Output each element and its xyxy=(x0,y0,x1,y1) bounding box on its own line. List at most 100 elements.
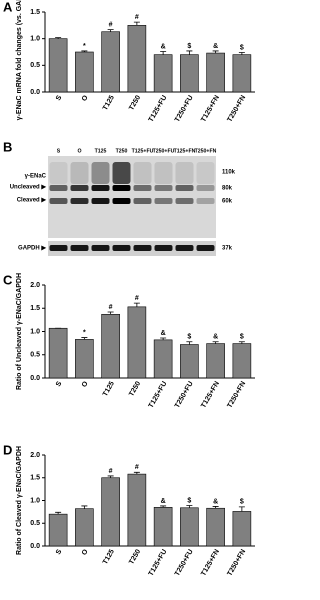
bar xyxy=(153,54,173,93)
smear xyxy=(196,162,215,184)
cleaved-band xyxy=(49,198,68,204)
x-tick-label: T125+FU xyxy=(148,548,169,577)
bar xyxy=(48,327,68,379)
y-tick-label: 1.5 xyxy=(30,305,40,312)
error-bar xyxy=(238,52,245,55)
mw-marker: 110k xyxy=(222,170,236,176)
bar xyxy=(75,51,94,93)
significance-mark: $ xyxy=(240,334,244,341)
y-tick-label: 1.5 xyxy=(30,9,40,16)
error-bar xyxy=(186,341,193,345)
cleaved-band xyxy=(112,198,131,204)
bar xyxy=(101,313,120,379)
y-tick-label: 1.0 xyxy=(30,328,40,335)
x-tick-label: S xyxy=(55,548,64,556)
x-tick-label: T125+FU xyxy=(148,380,169,409)
y-tick-label: 0.5 xyxy=(30,62,40,69)
lane-label: T250 xyxy=(116,148,128,154)
x-tick-label: T250+FU xyxy=(174,380,195,409)
x-tick-label: O xyxy=(81,548,90,557)
blot-row-label: γ-ENaC xyxy=(25,174,47,180)
bar xyxy=(180,344,199,379)
error-bar xyxy=(55,37,62,39)
x-tick-label: T250 xyxy=(128,380,142,397)
cleaved-band xyxy=(175,198,194,204)
significance-mark: $ xyxy=(187,497,191,504)
significance-mark: $ xyxy=(240,44,244,51)
mw-marker: 37k xyxy=(222,246,233,252)
significance-mark: & xyxy=(213,43,218,50)
x-tick-label: T250+FN xyxy=(226,380,247,409)
bar xyxy=(232,343,252,379)
bar xyxy=(48,513,68,547)
error-bar xyxy=(81,505,88,509)
x-tick-label: T250+FN xyxy=(226,94,247,123)
error-bar xyxy=(133,471,140,475)
y-tick-label: 0.0 xyxy=(30,543,40,550)
smear xyxy=(112,162,131,184)
uncleaved-band xyxy=(154,185,173,191)
error-bar xyxy=(238,506,245,512)
gapdh-band xyxy=(70,245,89,251)
error-bar xyxy=(212,341,219,344)
panel-letter: B xyxy=(3,139,12,154)
gapdh-band xyxy=(49,245,68,251)
significance-mark: * xyxy=(83,43,86,50)
significance-mark: # xyxy=(135,295,139,302)
uncleaved-band xyxy=(112,185,131,191)
y-tick-label: 0.5 xyxy=(30,352,40,359)
significance-mark: & xyxy=(161,43,166,50)
panel-letter: A xyxy=(3,0,13,14)
significance-mark: # xyxy=(135,464,139,471)
uncleaved-band xyxy=(70,185,89,191)
smear xyxy=(154,162,173,184)
blot-row-label: Cleaved ▶ xyxy=(17,197,47,204)
figure: B S O T125 T250 T125+FU T250+FU T125+FN T250+FNγ… xyxy=(3,0,255,577)
error-bar xyxy=(212,50,219,54)
x-tick-label: T250+FN xyxy=(226,548,247,577)
significance-mark: & xyxy=(213,498,218,505)
blot-row-label: GAPDH ▶ xyxy=(18,245,46,252)
uncleaved-band xyxy=(133,185,152,191)
x-tick-label: S xyxy=(55,94,64,102)
cleaved-band xyxy=(154,198,173,204)
error-bar xyxy=(133,302,140,307)
error-bar xyxy=(81,337,88,340)
blot-row-label: Uncleaved ▶ xyxy=(10,184,47,191)
lane-label: T250+FU xyxy=(153,148,175,154)
lane-label: T125+FU xyxy=(132,148,154,154)
bar xyxy=(75,508,94,547)
x-tick-label: S xyxy=(55,380,64,388)
y-tick-label: 1.5 xyxy=(30,475,40,482)
bar xyxy=(180,54,199,93)
error-bar xyxy=(133,21,140,26)
blot-panel: B S O T125 T250 T125+FU T250+FU T125+FN T250+FN γ… xyxy=(3,139,236,256)
uncleaved-band xyxy=(91,185,110,191)
bar xyxy=(127,25,147,93)
significance-mark: * xyxy=(83,329,86,336)
significance-mark: & xyxy=(161,498,166,505)
lane-label: O xyxy=(77,148,81,154)
x-tick-label: T250 xyxy=(128,548,142,565)
y-tick-label: 1.0 xyxy=(30,497,40,504)
lane-label: S xyxy=(57,148,61,154)
gapdh-band xyxy=(196,245,215,251)
x-tick-label: T125 xyxy=(102,380,116,397)
error-bar xyxy=(160,51,167,55)
x-tick-label: T125+FN xyxy=(200,380,221,409)
cleaved-band xyxy=(70,198,89,204)
lane-label: T125+FN xyxy=(174,148,196,154)
bar xyxy=(127,306,147,379)
significance-mark: $ xyxy=(187,43,191,50)
smear xyxy=(175,162,194,184)
cleaved-band xyxy=(91,198,110,204)
y-tick-label: 2.0 xyxy=(30,452,40,459)
error-bar xyxy=(160,505,167,508)
bar xyxy=(101,31,120,93)
smear xyxy=(133,162,152,184)
gapdh-band xyxy=(112,245,131,251)
y-axis-label: Ratio of Cleaved γ-ENaC/GAPDH xyxy=(16,446,23,555)
uncleaved-band xyxy=(196,185,215,191)
panel-letter: C xyxy=(3,272,13,287)
panel-letter: D xyxy=(3,442,12,457)
